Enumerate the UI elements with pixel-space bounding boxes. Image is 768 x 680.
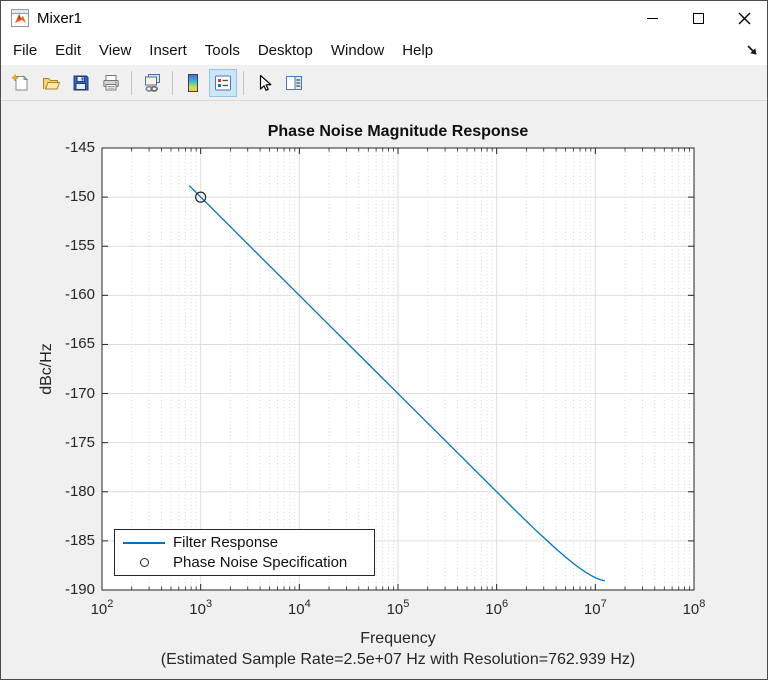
property-inspector-icon — [286, 75, 302, 90]
figure-canvas[interactable]: Phase Noise Magnitude Response dBc/Hz -1… — [1, 101, 767, 679]
y-tick-label: -190 — [64, 581, 95, 598]
toolbar-separator — [243, 70, 244, 95]
x-tick-label: 105 — [386, 598, 410, 618]
y-tick-label: -180 — [64, 482, 95, 500]
y-tick-label: -170 — [64, 384, 95, 402]
menu-window[interactable]: Window — [330, 41, 385, 59]
insert-colorbar-button[interactable] — [179, 69, 207, 97]
maximize-icon — [692, 12, 704, 24]
y-tick-label: -155 — [64, 237, 95, 255]
x-tick-label: 103 — [189, 598, 213, 618]
minimize-icon — [646, 17, 658, 19]
legend-swatch — [115, 557, 173, 567]
legend-icon — [215, 75, 231, 90]
x-axis-note: (Estimated Sample Rate=2.5e+07 Hz with R… — [160, 651, 636, 668]
y-tick-label: -160 — [64, 286, 95, 304]
toolbar-separator — [131, 70, 132, 95]
x-tick-label: 106 — [485, 598, 509, 618]
y-tick-label: -175 — [64, 433, 95, 451]
new-figure-button[interactable] — [7, 69, 35, 97]
legend-circle-sample — [139, 557, 149, 567]
x-tick-label: 102 — [90, 598, 114, 618]
legend[interactable]: Filter Response Phase Noise Specificatio… — [114, 529, 375, 576]
menu-insert[interactable]: Insert — [149, 41, 187, 59]
plot-axes — [101, 147, 695, 591]
window-controls — [629, 1, 767, 35]
x-tick-label: 107 — [583, 598, 607, 618]
menu-bar: File Edit View Insert Tools Desktop Wind… — [1, 35, 767, 65]
chart-title: Phase Noise Magnitude Response — [267, 123, 529, 140]
open-folder-icon — [43, 77, 61, 89]
link-plot-icon — [145, 73, 160, 92]
menu-view[interactable]: View — [99, 41, 132, 59]
save-icon — [73, 75, 89, 90]
menu-file[interactable]: File — [13, 41, 38, 59]
menu-desktop[interactable]: Desktop — [257, 41, 313, 59]
legend-entry-phase-noise-specification: Phase Noise Specification — [115, 553, 374, 572]
property-inspector-button[interactable] — [280, 69, 308, 97]
legend-line-sample — [123, 541, 165, 544]
menu-edit[interactable]: Edit — [55, 41, 82, 59]
legend-label-phase-noise-specification: Phase Noise Specification — [173, 553, 348, 571]
printer-icon — [103, 74, 119, 90]
y-tick-label: -145 — [64, 139, 95, 156]
menu-tools[interactable]: Tools — [204, 41, 240, 59]
legend-label-filter-response: Filter Response — [173, 534, 279, 552]
legend-swatch — [115, 541, 173, 544]
print-figure-button[interactable] — [97, 69, 125, 97]
colorbar-icon — [188, 73, 198, 92]
window-title: Mixer1 — [37, 9, 83, 27]
figure-toolbar — [1, 65, 767, 101]
x-tick-label: 104 — [287, 598, 311, 618]
x-axis-label: Frequency — [360, 630, 436, 647]
matlab-figure-icon — [10, 8, 30, 28]
insert-legend-button[interactable] — [209, 68, 237, 97]
menu-help[interactable]: Help — [402, 41, 434, 59]
y-tick-label: -185 — [64, 531, 95, 549]
legend-entry-filter-response: Filter Response — [115, 533, 374, 552]
y-tick-label: -150 — [64, 188, 95, 206]
y-tick-label: -165 — [64, 335, 95, 353]
pointer-arrow-icon — [259, 74, 272, 91]
open-file-button[interactable] — [37, 69, 65, 97]
edit-plot-button[interactable] — [250, 69, 278, 97]
save-figure-button[interactable] — [67, 69, 95, 97]
minimize-button[interactable] — [629, 1, 675, 35]
new-figure-icon — [11, 73, 29, 90]
close-button[interactable] — [721, 1, 767, 35]
toolbar-separator — [172, 70, 173, 95]
link-plot-button[interactable] — [138, 69, 166, 97]
close-icon — [738, 12, 750, 24]
maximize-button[interactable] — [675, 1, 721, 35]
titlebar: Mixer1 — [1, 1, 767, 35]
x-tick-label: 108 — [682, 598, 706, 618]
dock-figure-icon[interactable] — [744, 42, 760, 58]
